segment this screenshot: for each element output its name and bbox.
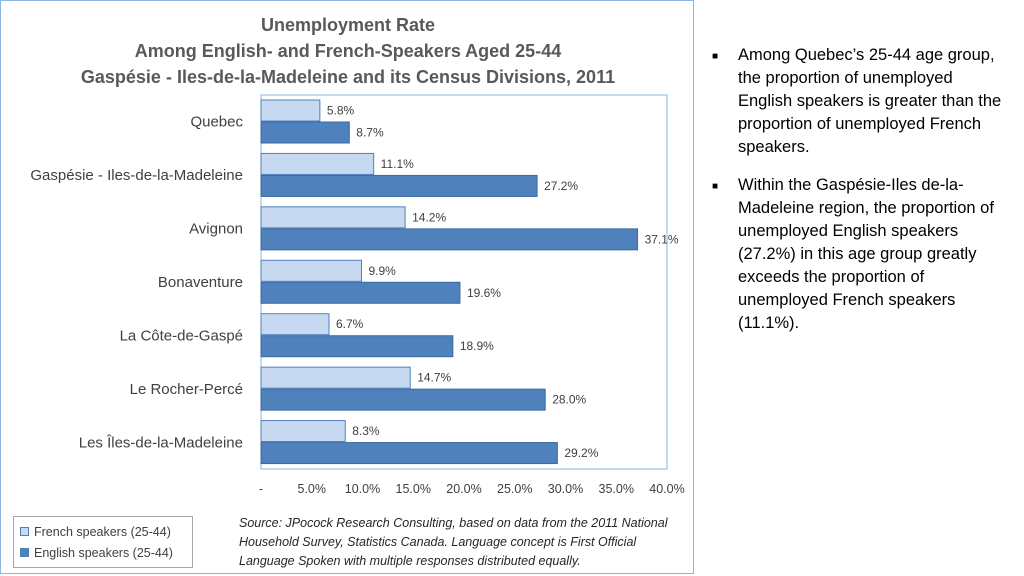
note-text: Among Quebec’s 25-44 age group, the prop…: [738, 46, 1002, 156]
chart-title-line-2: Among English- and French-Speakers Aged …: [134, 41, 562, 61]
data-label: 6.7%: [336, 317, 364, 331]
data-label: 8.7%: [356, 126, 384, 140]
x-tick-label: 15.0%: [396, 482, 431, 496]
data-label: 11.1%: [381, 157, 414, 171]
bar-english: [260, 174, 538, 197]
data-label: 5.8%: [327, 104, 355, 118]
legend-swatch-english: [20, 548, 29, 557]
data-label: 28.0%: [552, 393, 586, 407]
data-label: 8.3%: [352, 424, 380, 438]
x-tick-label: -: [259, 482, 263, 496]
category-label: Les Îles-de-la-Madeleine: [79, 434, 243, 451]
bar-french: [260, 313, 330, 336]
bar-english: [260, 388, 546, 411]
category-label: Quebec: [190, 114, 243, 131]
legend-item-french: French speakers (25-44): [20, 521, 186, 542]
category-label: Le Rocher-Percé: [130, 381, 243, 398]
chart-title-line-3: Gaspésie - Iles-de-la-Madeleine and its …: [80, 67, 616, 87]
bar-french: [260, 259, 362, 282]
bar-french: [260, 99, 321, 122]
data-label: 37.1%: [645, 232, 679, 246]
bar-french: [260, 152, 375, 175]
bar-french: [260, 206, 406, 229]
x-tick-label: 30.0%: [548, 482, 583, 496]
data-label: 18.9%: [460, 339, 494, 353]
source-note: Source: JPocock Research Consulting, bas…: [239, 516, 668, 568]
legend-label-english: English speakers (25-44): [34, 545, 173, 560]
bar-english: [260, 442, 558, 465]
category-label: Avignon: [189, 221, 243, 238]
bar-french: [260, 420, 346, 443]
category-label: La Côte-de-Gaspé: [120, 327, 243, 344]
data-label: 9.9%: [368, 264, 396, 278]
bar-english: [260, 228, 639, 251]
bar-english: [260, 121, 350, 144]
category-label: Bonaventure: [158, 274, 243, 291]
note-item: ■ Within the Gaspésie-Iles de-la-Madelei…: [712, 174, 1008, 335]
note-item: ■ Among Quebec’s 25-44 age group, the pr…: [712, 44, 1008, 159]
category-label: Gaspésie - Iles-de-la-Madeleine: [30, 167, 243, 184]
data-label: 29.2%: [564, 446, 598, 460]
x-tick-label: 10.0%: [345, 482, 380, 496]
bar-french: [260, 366, 411, 389]
x-tick-label: 35.0%: [599, 482, 634, 496]
chart-panel: Unemployment Rate Among English- and Fre…: [0, 0, 694, 574]
legend-item-english: English speakers (25-44): [20, 542, 186, 563]
notes-list: ■ Among Quebec’s 25-44 age group, the pr…: [712, 44, 1008, 350]
data-label: 27.2%: [544, 179, 578, 193]
data-label: 14.7%: [417, 371, 451, 385]
data-label: 14.2%: [412, 210, 446, 224]
data-label: 19.6%: [467, 286, 501, 300]
x-tick-label: 5.0%: [298, 482, 327, 496]
square-bullet-icon: ■: [712, 51, 719, 62]
note-text: Within the Gaspésie-Iles de-la-Madeleine…: [738, 176, 994, 332]
x-tick-label: 25.0%: [497, 482, 532, 496]
chart-title-line-1: Unemployment Rate: [260, 15, 436, 35]
x-tick-label: 40.0%: [649, 482, 684, 496]
legend-label-french: French speakers (25-44): [34, 524, 171, 539]
square-bullet-icon: ■: [712, 181, 719, 192]
bar-english: [260, 335, 454, 358]
chart-legend: French speakers (25-44) English speakers…: [13, 516, 193, 568]
legend-swatch-french: [20, 527, 29, 536]
x-tick-label: 20.0%: [446, 482, 481, 496]
bar-chart: Quebec 5.8%8.7% Gaspésie - Iles-de-la-Made…: [30, 94, 685, 496]
bar-english: [260, 281, 461, 304]
